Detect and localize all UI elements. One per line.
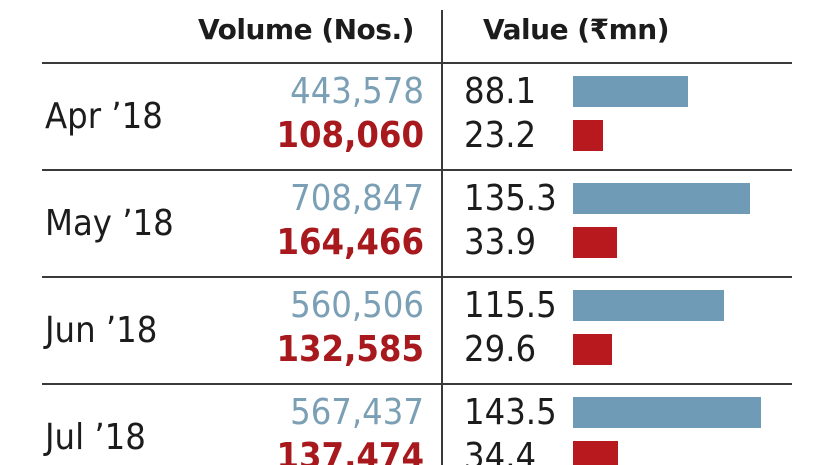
value-label-b: 33.9 — [464, 222, 537, 263]
value-label-a: 88.1 — [464, 71, 537, 112]
volume-value-a: 708,847 — [290, 178, 424, 219]
value-column-header: Value (₹mn) — [483, 13, 670, 46]
value-bar-b — [573, 441, 618, 465]
row-divider — [42, 62, 792, 64]
value-label-b: 34.4 — [464, 436, 537, 465]
value-label-a: 115.5 — [464, 285, 557, 326]
volume-value-a: 443,578 — [290, 71, 424, 112]
column-divider — [441, 10, 443, 465]
value-label-a: 143.5 — [464, 392, 557, 433]
month-label: Apr ’18 — [45, 96, 163, 137]
month-label: May ’18 — [45, 203, 174, 244]
value-bar-b — [573, 120, 603, 151]
value-bar-a — [573, 183, 750, 214]
volume-value-b: 132,585 — [276, 329, 424, 370]
value-label-b: 23.2 — [464, 115, 537, 156]
value-label-a: 135.3 — [464, 178, 557, 219]
row-divider — [42, 169, 792, 171]
value-bar-a — [573, 397, 761, 428]
volume-value-b: 164,466 — [276, 222, 424, 263]
value-bar-a — [573, 290, 724, 321]
value-bar-b — [573, 227, 617, 258]
row-divider — [42, 383, 792, 385]
month-label: Jun ’18 — [45, 310, 158, 351]
volume-value-b: 108,060 — [276, 115, 424, 156]
value-label-b: 29.6 — [464, 329, 537, 370]
volume-column-header: Volume (Nos.) — [198, 13, 414, 46]
value-bar-a — [573, 76, 688, 107]
volume-value-b: 137,474 — [276, 436, 424, 465]
value-bar-b — [573, 334, 612, 365]
volume-value-a: 567,437 — [290, 392, 424, 433]
volume-value-a: 560,506 — [290, 285, 424, 326]
row-divider — [42, 276, 792, 278]
month-label: Jul ’18 — [45, 417, 146, 458]
